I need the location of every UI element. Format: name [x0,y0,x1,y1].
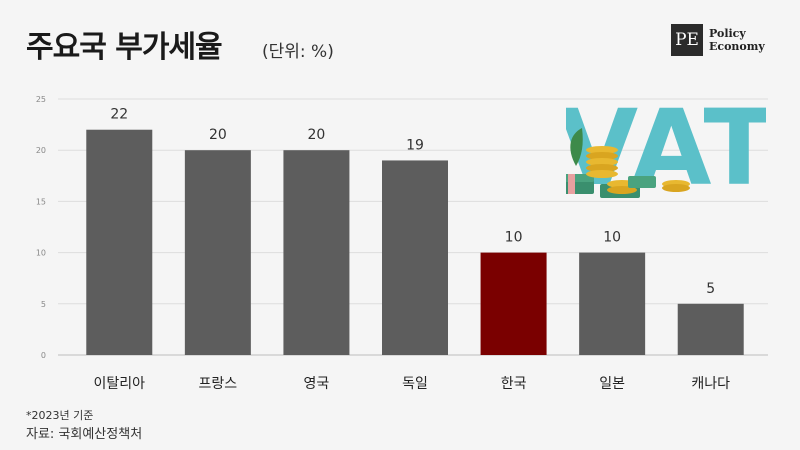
y-tick-label: 20 [36,146,46,155]
logo-text: Policy Economy [709,27,765,53]
bar [579,252,646,355]
value-label: 5 [706,281,715,297]
chart-title: 주요국 부가세율 [26,30,223,65]
x-tick-label: 영국 [304,376,330,392]
x-tick-label: 일본 [599,376,625,392]
bar [382,160,448,355]
unit-label: (단위: %) [262,42,334,62]
value-label: 20 [308,127,326,143]
y-tick-label: 25 [36,95,46,104]
x-tick-label: 독일 [402,376,428,392]
y-tick-label: 15 [36,197,46,206]
bars [86,129,744,355]
logo-line-2: Economy [709,40,765,53]
footnote: *2023년 기준 [26,409,94,422]
value-label: 10 [505,230,523,246]
x-tick-label: 프랑스 [199,376,238,392]
logo-line-1: Policy [709,27,746,40]
vat-text: VAT [566,88,766,198]
money-stack-icon [566,128,690,198]
bar [283,150,350,355]
bar [184,150,251,355]
value-label: 20 [209,127,227,143]
y-tick-label: 5 [41,300,46,309]
source-note: 자료: 국회예산정책처 [26,427,143,442]
y-axis-ticks: 0 5 10 15 20 25 [36,95,46,360]
value-label: 10 [603,230,621,246]
bar [86,129,153,355]
x-axis-labels: 이탈리아 프랑스 영국 독일 한국 일본 캐나다 [94,376,731,392]
bar [677,303,744,355]
value-labels: 22 20 20 19 10 10 5 [110,107,715,297]
bar [480,252,547,355]
policy-economy-logo: PE Policy Economy [671,24,765,56]
x-tick-label: 이탈리아 [94,376,146,392]
x-tick-label: 한국 [501,376,527,392]
value-label: 19 [406,137,424,153]
vat-illustration: VAT [566,88,766,198]
value-label: 22 [110,107,128,123]
y-tick-label: 10 [36,249,46,258]
logo-mark: PE [671,24,703,56]
y-tick-label: 0 [41,351,46,360]
x-tick-label: 캐나다 [691,376,730,392]
